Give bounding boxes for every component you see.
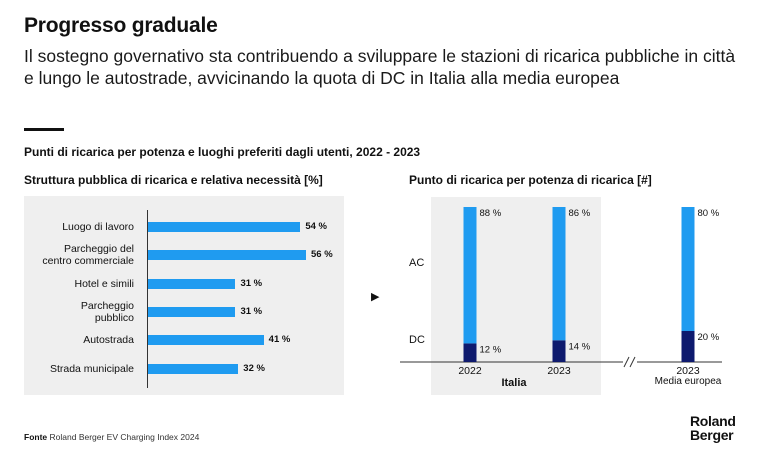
dc-value-label: 12 % bbox=[480, 344, 502, 355]
footer-source: Fonte Roland Berger EV Charging Index 20… bbox=[24, 432, 199, 442]
logo-line-2: Berger bbox=[690, 427, 734, 443]
dc-value-label: 14 % bbox=[569, 341, 591, 352]
bar-value-label: 41 % bbox=[268, 334, 291, 345]
title-divider bbox=[24, 128, 64, 131]
bar-segment-ac bbox=[463, 207, 477, 344]
bar-value-label: 31 % bbox=[240, 278, 263, 289]
dc-value-label: 20 % bbox=[698, 332, 720, 343]
group-label-europe: Media europea bbox=[655, 376, 722, 387]
year-label: 2023 bbox=[676, 365, 700, 377]
bar-segment-dc bbox=[681, 331, 695, 362]
bar-segment-ac bbox=[681, 207, 695, 331]
ac-value-label: 80 % bbox=[698, 208, 720, 219]
footer-label: Fonte bbox=[24, 432, 48, 442]
ac-value-label: 88 % bbox=[480, 208, 502, 219]
bar-category-label: Parcheggio pubblico bbox=[80, 300, 134, 324]
page-title: Progresso graduale bbox=[24, 14, 218, 37]
year-label: 2023 bbox=[547, 365, 571, 377]
bar bbox=[148, 222, 301, 232]
page-subtitle: Il sostegno governativo sta contribuendo… bbox=[24, 46, 736, 88]
arrow-icon: ▶ bbox=[371, 291, 380, 303]
bar-segment-dc bbox=[552, 340, 566, 362]
bar bbox=[148, 364, 239, 374]
left-chart-title: Struttura pubblica di ricarica e relativ… bbox=[24, 173, 323, 187]
ac-value-label: 86 % bbox=[569, 208, 591, 219]
bar-category-label: Hotel e simili bbox=[74, 278, 134, 290]
bar-value-label: 31 % bbox=[240, 306, 263, 317]
bar-value-label: 54 % bbox=[305, 221, 327, 232]
series-label-dc: DC bbox=[409, 334, 425, 346]
roland-berger-logo: Roland Berger bbox=[690, 414, 736, 442]
bar-category-label: Luogo di lavoro bbox=[62, 221, 134, 233]
right-chart-title: Punto di ricarica per potenza di ricaric… bbox=[409, 173, 652, 187]
bar bbox=[148, 279, 236, 289]
section-title: Punti di ricarica per potenza e luoghi p… bbox=[24, 145, 421, 159]
left-chart-axis bbox=[147, 210, 148, 388]
bar-segment-dc bbox=[463, 343, 477, 362]
bar-category-label: Autostrada bbox=[83, 334, 134, 346]
year-label: 2022 bbox=[458, 365, 482, 377]
axis-break-mark bbox=[623, 356, 630, 368]
bar-category-label: Strada municipale bbox=[49, 363, 134, 375]
bar-value-label: 56 % bbox=[311, 249, 333, 260]
axis-break-mark bbox=[629, 356, 636, 368]
series-label-ac: AC bbox=[409, 257, 424, 269]
bar bbox=[148, 250, 306, 260]
bar bbox=[148, 307, 236, 317]
logo-line-1: Roland bbox=[690, 413, 736, 429]
bar bbox=[148, 335, 264, 345]
bar-value-label: 32 % bbox=[243, 363, 265, 374]
footer-text: Roland Berger EV Charging Index 2024 bbox=[49, 432, 200, 442]
bar-segment-ac bbox=[552, 207, 566, 341]
group-label-italia: Italia bbox=[501, 377, 527, 389]
bar-category-label: Parcheggio del centro commerciale bbox=[42, 243, 134, 267]
